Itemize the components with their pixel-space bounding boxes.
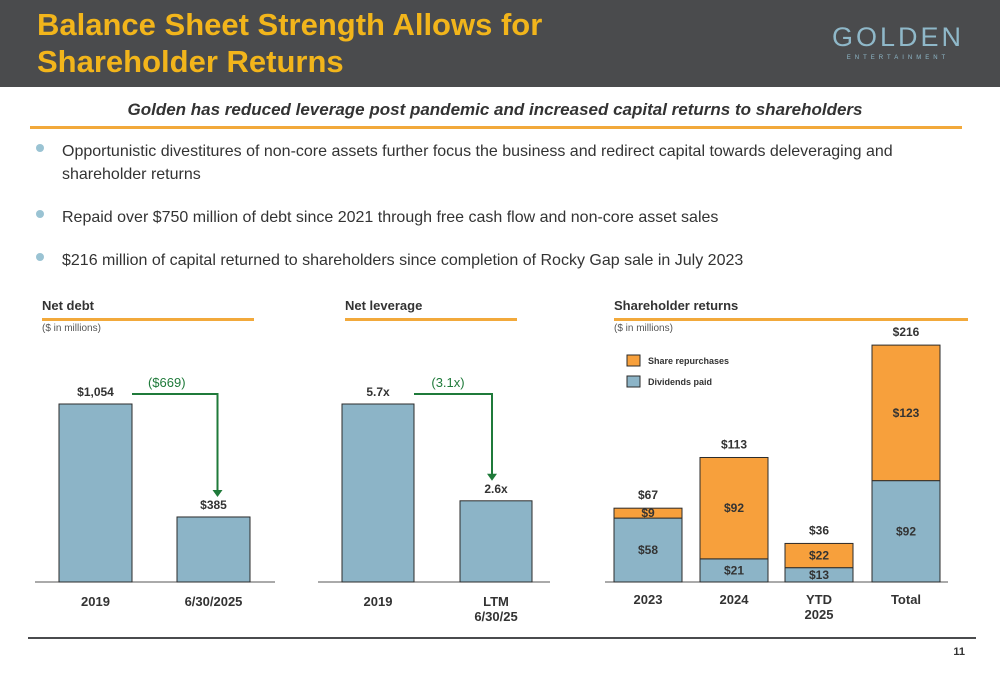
total-label: $67: [638, 488, 658, 502]
bullet-text: Opportunistic divestitures of non-core a…: [62, 143, 893, 183]
legend-label: Share repurchases: [648, 356, 729, 366]
bullet-item: Repaid over $750 million of debt since 2…: [36, 206, 936, 229]
bar: [176, 516, 251, 583]
data-label: $92: [724, 501, 744, 515]
legend-swatch: [626, 354, 641, 367]
title-line-2: Shareholder Returns: [37, 44, 344, 79]
bar-segment-dividends: [871, 480, 941, 583]
data-label: $58: [638, 543, 658, 557]
data-label: $1,054: [77, 385, 114, 399]
bullet-list: Opportunistic divestitures of non-core a…: [36, 140, 936, 292]
data-label: $21: [724, 563, 744, 577]
total-label: $36: [809, 523, 829, 537]
data-label: 2.6x: [484, 482, 508, 496]
data-label: $22: [809, 549, 829, 563]
tick-label: LTM: [483, 594, 509, 609]
panel-subtitle: ($ in millions): [42, 323, 101, 334]
bar-segment-repurchases: [699, 456, 769, 560]
tick-label: 2019: [364, 594, 393, 609]
golden-logo: GOLDEN ENTERTAINMENT: [818, 22, 983, 66]
bullet-item: $216 million of capital returned to shar…: [36, 249, 936, 272]
panel-subtitle: ($ in millions): [614, 323, 673, 334]
data-label: 5.7x: [366, 385, 390, 399]
tick-label: 6/30/25: [474, 609, 517, 624]
tick-label: 2023: [634, 592, 663, 607]
bar: [58, 403, 133, 583]
bar: [341, 403, 415, 583]
bullet-dot-icon: [36, 210, 44, 218]
legend-label: Dividends paid: [648, 377, 712, 387]
tick-label: 2025: [805, 607, 834, 622]
data-label: $385: [200, 498, 227, 512]
legend-swatch: [626, 375, 641, 388]
data-label: $92: [896, 524, 916, 538]
data-label: $13: [809, 568, 829, 582]
bullet-dot-icon: [36, 253, 44, 261]
panel-title-rule: [345, 318, 517, 321]
panel-title: Net leverage: [345, 298, 422, 313]
bullet-dot-icon: [36, 144, 44, 152]
arrow-line: [414, 393, 493, 475]
logo-wordmark: GOLDEN: [831, 22, 965, 52]
arrow-head: [212, 489, 223, 497]
tagline: Golden has reduced leverage post pandemi…: [127, 100, 863, 119]
arrow-line: [132, 393, 219, 491]
bar-segment-repurchases: [784, 542, 854, 569]
panel-title: Shareholder returns: [614, 298, 738, 313]
footer-rule: [28, 637, 976, 639]
logo-subtitle: ENTERTAINMENT: [846, 55, 950, 61]
change-annotation: ($669): [148, 375, 186, 390]
total-label: $216: [893, 325, 920, 339]
bullet-item: Opportunistic divestitures of non-core a…: [36, 140, 936, 186]
panel-title-rule: [614, 318, 968, 321]
panel-title: Net debt: [42, 298, 95, 313]
bullet-text: Repaid over $750 million of debt since 2…: [62, 209, 719, 226]
tick-label: Total: [891, 592, 921, 607]
data-label: $9: [641, 506, 655, 520]
tick-label: 2024: [720, 592, 750, 607]
tick-label: 6/30/2025: [185, 594, 243, 609]
bullet-text: $216 million of capital returned to shar…: [62, 252, 744, 269]
change-annotation: (3.1x): [431, 375, 464, 390]
panel-title-rule: [42, 318, 254, 321]
bar-segment-repurchases: [613, 507, 683, 519]
page-number: 11: [953, 646, 965, 658]
tick-label: 2019: [81, 594, 110, 609]
tagline-rule: [30, 126, 962, 129]
tick-label: YTD: [806, 592, 832, 607]
bar: [459, 500, 533, 583]
data-label: $123: [893, 406, 920, 420]
page-title: Balance Sheet Strength Allows for Shareh…: [37, 6, 757, 80]
title-line-1: Balance Sheet Strength Allows for: [37, 7, 543, 42]
total-label: $113: [721, 437, 747, 451]
arrow-head: [487, 473, 497, 481]
header-bar: Balance Sheet Strength Allows for Shareh…: [0, 0, 1000, 87]
bar-segment-repurchases: [871, 344, 941, 482]
